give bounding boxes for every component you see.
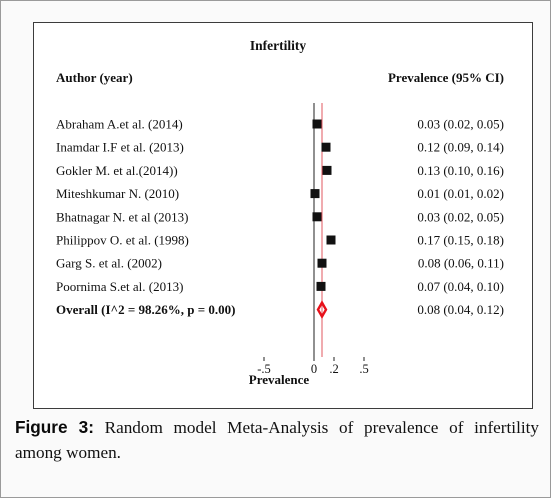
study-estimate-text: 0.03 (0.02, 0.05) <box>417 117 504 132</box>
study-point-marker <box>312 212 322 222</box>
x-tick-label: 0 <box>311 362 317 376</box>
study-label: Abraham A.et al. (2014) <box>56 117 183 132</box>
x-tick-label: .5 <box>359 362 368 376</box>
x-tick-label: -.5 <box>257 362 271 376</box>
study-estimate-text: 0.17 (0.15, 0.18) <box>417 233 504 248</box>
x-tick-label: .2 <box>329 362 338 376</box>
study-point-marker <box>326 235 336 245</box>
study-estimate-text: 0.01 (0.01, 0.02) <box>417 186 504 201</box>
forest-plot-frame: Infertility Author (year) Prevalence (95% … <box>33 22 533 409</box>
study-estimate-text: 0.08 (0.06, 0.11) <box>418 256 504 271</box>
figure-caption: Figure 3: Random model Meta-Analysis of … <box>15 415 539 465</box>
study-label: Inamdar I.F et al. (2013) <box>56 140 184 155</box>
study-estimate-text: 0.03 (0.02, 0.05) <box>417 209 504 224</box>
study-label: Philippov O. et al. (1998) <box>56 233 189 248</box>
overall-diamond <box>316 300 328 320</box>
study-point-marker <box>321 142 331 152</box>
column-header-estimate: Prevalence (95% CI) <box>388 70 504 85</box>
study-point-marker <box>312 119 322 129</box>
study-estimate-text: 0.07 (0.04, 0.10) <box>417 279 504 294</box>
study-point-marker <box>322 165 332 175</box>
study-label: Bhatnagar N. et al (2013) <box>56 209 188 224</box>
study-point-marker <box>310 189 320 199</box>
study-label: Poornima S.et al. (2013) <box>56 279 183 294</box>
overall-estimate-text: 0.08 (0.04, 0.12) <box>417 302 504 317</box>
study-label: Garg S. et al. (2002) <box>56 256 162 271</box>
study-label: Miteshkumar N. (2010) <box>56 186 179 201</box>
caption-label: Figure 3: <box>15 417 94 437</box>
study-point-marker <box>316 281 326 291</box>
chart-title: Infertility <box>250 38 306 53</box>
column-header-study: Author (year) <box>56 70 133 85</box>
caption-text: Random model Meta-Analysis of prevalence… <box>15 418 539 462</box>
forest-plot: Infertility Author (year) Prevalence (95% … <box>56 38 504 387</box>
x-axis-label: Prevalence <box>249 372 310 387</box>
overall-label: Overall (I^2 = 98.26%, p = 0.00) <box>56 302 235 317</box>
study-label: Gokler M. et al.(2014)) <box>56 163 178 178</box>
study-point-marker <box>317 258 327 268</box>
study-estimate-text: 0.12 (0.09, 0.14) <box>417 140 504 155</box>
study-estimate-text: 0.13 (0.10, 0.16) <box>417 163 504 178</box>
